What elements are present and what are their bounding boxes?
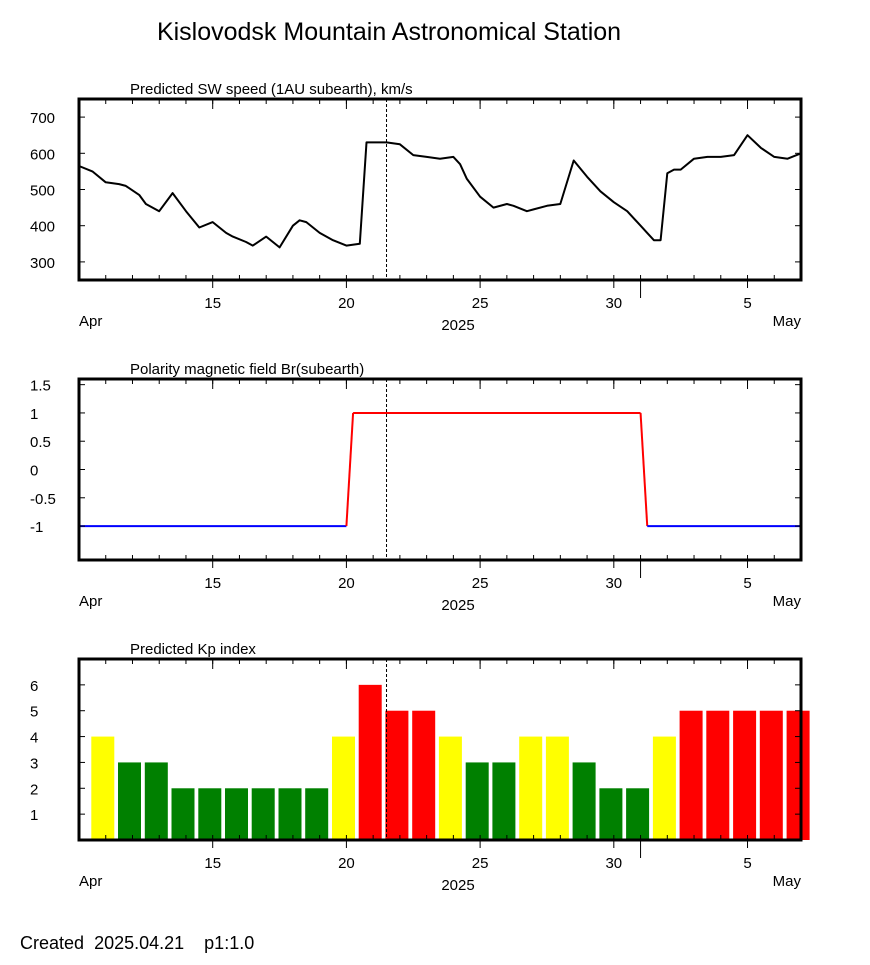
y-tick-label: 4 [30, 730, 38, 747]
kp-bar [759, 710, 783, 840]
x-tick-label: 25 [472, 575, 489, 592]
kp-bar [385, 710, 409, 840]
month-label-end: May [773, 313, 802, 330]
kp-bar [626, 788, 650, 840]
kp-bar [438, 736, 462, 840]
sw-speed-line [78, 134, 802, 249]
x-tick-label: 15 [204, 855, 221, 872]
x-tick-label: 15 [204, 575, 221, 592]
kp-bar [412, 710, 436, 840]
kp-bar [251, 788, 275, 840]
kp-bar [118, 762, 141, 840]
kp-bar [144, 762, 168, 840]
panel-title: Polarity magnetic field Br(subearth) [130, 361, 364, 378]
plot-frame [77, 657, 803, 842]
y-tick-label: 400 [30, 219, 55, 236]
kp-bar [492, 762, 516, 840]
y-tick-label: 6 [30, 678, 38, 695]
panel-title: Predicted SW speed (1AU subearth), km/s [130, 81, 413, 98]
month-label-start: Apr [79, 313, 102, 330]
chart-panel-2: Polarity magnetic field Br(subearth) -1 -0… [30, 361, 803, 614]
kp-bar [706, 710, 730, 840]
kp-bar [652, 736, 676, 840]
y-tick-label: 500 [30, 183, 55, 200]
x-tick-label: 20 [338, 575, 355, 592]
x-tick-label: 5 [743, 295, 751, 312]
polarity-segment [345, 412, 355, 527]
x-tick-label: 5 [743, 855, 751, 872]
x-tick-label: 25 [472, 295, 489, 312]
y-tick-label: 2 [30, 781, 38, 798]
x-tick-label: 20 [338, 855, 355, 872]
y-tick-label: 5 [30, 704, 38, 721]
x-tick-label: 30 [605, 295, 622, 312]
x-tick-label: 30 [605, 575, 622, 592]
y-tick-label: 700 [30, 110, 55, 127]
y-tick-label: -0.5 [30, 491, 56, 508]
y-tick-label: 300 [30, 255, 55, 272]
kp-bar [465, 762, 489, 840]
y-tick-label: 0 [30, 463, 38, 480]
kp-bar [599, 788, 623, 840]
x-tick-label: 15 [204, 295, 221, 312]
y-tick-label: 0.5 [30, 434, 51, 451]
plot-frame [77, 377, 803, 562]
month-label-start: Apr [79, 593, 102, 610]
kp-bar [91, 736, 115, 840]
y-tick-label: -1 [30, 519, 43, 536]
page-title: Kislovodsk Mountain Astronomical Station [156, 18, 622, 46]
y-tick-label: 600 [30, 146, 55, 163]
kp-bar [332, 736, 355, 840]
panel-title: Predicted Kp index [130, 641, 256, 658]
kp-bar [679, 710, 703, 840]
plot-frame [77, 97, 803, 282]
x-tick-label: 20 [338, 295, 355, 312]
x-tick-label: 25 [472, 855, 489, 872]
kp-bar [545, 736, 569, 840]
month-label-end: May [773, 593, 802, 610]
year-label: 2025 [441, 597, 474, 614]
kp-bar [572, 762, 596, 840]
y-tick-label: 1 [30, 807, 38, 824]
kp-bar [786, 710, 810, 840]
kp-bar [198, 788, 222, 840]
chart-panel-1: Predicted SW speed (1AU subearth), km/s 3… [30, 81, 803, 334]
created-date: 2025.04.21 [94, 933, 185, 953]
x-tick-label: 30 [605, 855, 622, 872]
kp-bar [305, 788, 329, 840]
y-tick-label: 1 [30, 406, 38, 423]
created-label: Created [20, 933, 85, 953]
year-label: 2025 [441, 877, 474, 894]
kp-bar [733, 710, 757, 840]
kp-bar [519, 736, 543, 840]
y-tick-label: 3 [30, 755, 38, 772]
kp-bar [225, 788, 248, 840]
x-tick-label: 5 [743, 575, 751, 592]
page-code: p1:1.0 [204, 933, 255, 953]
kp-bar [358, 684, 382, 840]
footer: Created 2025.04.21 p1:1.0 [20, 933, 254, 954]
kp-bar [278, 788, 302, 840]
kp-bar [171, 788, 195, 840]
polarity-segment [639, 412, 649, 527]
y-tick-label: 1.5 [30, 378, 51, 395]
year-label: 2025 [441, 317, 474, 334]
month-label-end: May [773, 873, 802, 890]
month-label-start: Apr [79, 873, 102, 890]
